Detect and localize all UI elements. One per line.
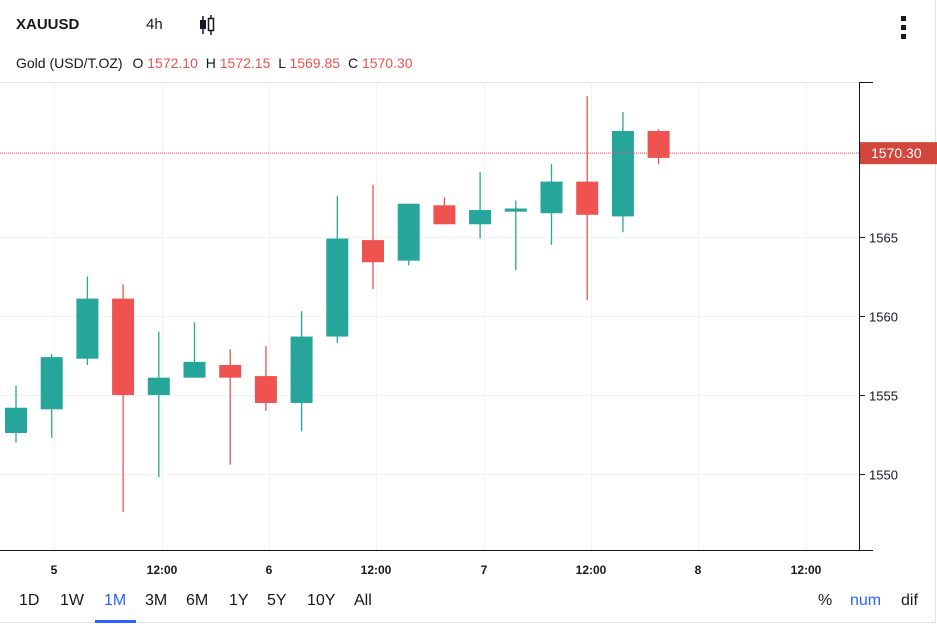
candle-body-down <box>362 240 384 263</box>
low-value: 1569.85 <box>289 55 341 71</box>
candlestick-chart[interactable]: 1550 1555 1560 1565 5 12:00 6 12:00 7 12:00 8 12:00… <box>0 0 937 585</box>
range-10y[interactable]: 10Y <box>307 592 336 609</box>
candle-body-down <box>254 376 277 403</box>
candle-body-up <box>540 181 563 214</box>
candle-body-up <box>76 298 99 359</box>
x-tick-label: 12:00 <box>576 563 607 577</box>
interval-selector[interactable]: 4h <box>146 16 163 33</box>
y-tick-label: 1555 <box>869 389 898 404</box>
symbol-label[interactable]: XAUUSD <box>16 16 80 33</box>
candle-body-down <box>433 205 456 225</box>
range-1m[interactable]: 1M <box>104 592 127 609</box>
instrument-name: Gold (USD/T.OZ) <box>16 55 123 71</box>
range-1y[interactable]: 1Y <box>229 592 249 609</box>
candle-body-up <box>147 377 170 396</box>
open-label: O <box>132 55 144 71</box>
last-price-label: 1570.30 <box>871 145 922 161</box>
candle-body-down <box>112 298 135 396</box>
y-tick-label: 1560 <box>869 310 898 325</box>
scale-percent-option[interactable]: % <box>818 592 833 609</box>
active-range-indicator <box>95 620 136 623</box>
last-price-badge <box>860 142 937 165</box>
candle-body-up <box>504 208 527 212</box>
range-all[interactable]: All <box>354 592 372 609</box>
close-value: 1570.30 <box>361 55 413 71</box>
high-label: H <box>205 55 216 71</box>
candle-body-up <box>40 357 63 410</box>
scale-num-option[interactable]: num <box>850 592 882 609</box>
range-5y[interactable]: 5Y <box>267 592 287 609</box>
ohlc-legend: Gold (USD/T.OZ) O 1572.10 H 1572.15 L 15… <box>16 55 417 71</box>
range-6m[interactable]: 6M <box>186 592 209 609</box>
high-value: 1572.15 <box>219 55 271 71</box>
scale-dif-option[interactable]: dif <box>901 592 918 609</box>
x-tick-label: 8 <box>695 563 702 577</box>
range-3m[interactable]: 3M <box>145 592 168 609</box>
candle-body-up <box>326 238 349 337</box>
x-tick-label: 12:00 <box>147 563 178 577</box>
x-tick-label: 12:00 <box>361 563 392 577</box>
low-label: L <box>278 55 286 71</box>
range-1d[interactable]: 1D <box>19 592 40 609</box>
range-1w[interactable]: 1W <box>60 592 84 609</box>
x-tick-label: 6 <box>266 563 273 577</box>
chart-header: XAUUSD 4h Gold (USD/T.OZ) O 1572.10 H 15… <box>0 0 937 82</box>
candle-body-up <box>397 203 420 261</box>
x-tick-label: 7 <box>481 563 488 577</box>
candle-body-up <box>5 407 27 433</box>
candle-body-up <box>469 210 492 225</box>
candle-body-up <box>183 361 206 378</box>
y-tick-label: 1550 <box>869 468 898 483</box>
close-label: C <box>347 55 359 71</box>
x-tick-label: 5 <box>51 563 58 577</box>
candle-body-down <box>647 131 670 158</box>
candle-body-down <box>219 365 242 378</box>
kebab-menu-icon[interactable] <box>896 16 910 46</box>
x-tick-label: 12:00 <box>791 563 822 577</box>
candle-body-up <box>290 336 313 403</box>
candle-body-up <box>611 131 634 217</box>
candle-body-down <box>576 181 599 215</box>
range-toolbar: 1D 1W 1M 3M 6M 1Y 5Y 10Y All % num dif <box>0 585 937 623</box>
candles-icon[interactable] <box>198 14 216 36</box>
open-value: 1572.10 <box>147 55 198 71</box>
y-tick-label: 1565 <box>869 231 898 246</box>
